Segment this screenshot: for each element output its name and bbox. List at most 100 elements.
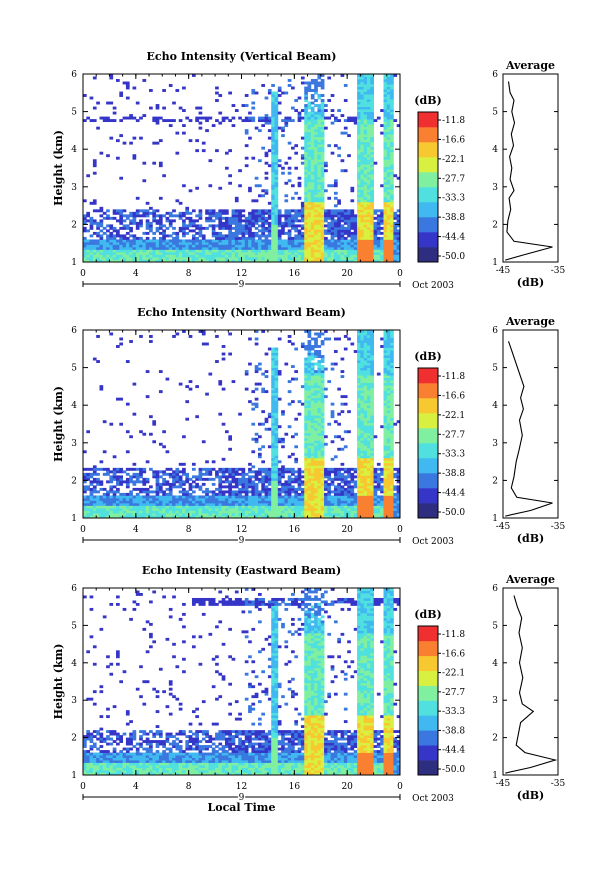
heatmap-cell <box>304 241 308 245</box>
heatmap-cell <box>244 104 249 107</box>
heatmap-cell <box>317 332 322 336</box>
heatmap-cell <box>390 96 394 100</box>
heatmap-cell <box>390 189 394 193</box>
heatmap-cell <box>386 101 391 105</box>
heatmap-cell <box>264 259 269 263</box>
heatmap-cell <box>314 507 318 511</box>
heatmap-cell <box>251 487 256 491</box>
heatmap-cell <box>347 515 351 519</box>
heatmap-cell <box>317 259 322 263</box>
heatmap-cell <box>231 209 236 213</box>
heatmap-cell <box>330 226 335 230</box>
heatmap-cell <box>360 214 365 218</box>
heatmap-cell <box>119 497 124 501</box>
heatmap-cell <box>149 239 153 243</box>
heatmap-cell <box>340 477 345 481</box>
heatmap-cell <box>271 432 275 436</box>
heatmap-cell <box>383 229 388 233</box>
heatmap-cell <box>158 249 163 253</box>
heatmap-cell <box>251 214 256 218</box>
heatmap-cell <box>215 246 219 250</box>
heatmap-cell <box>116 156 120 160</box>
heatmap-cell <box>396 229 401 233</box>
heatmap-cell <box>261 241 266 245</box>
heatmap-cell <box>274 470 279 474</box>
heatmap-cell <box>125 507 130 511</box>
heatmap-cell <box>234 492 239 496</box>
heatmap-cell <box>324 189 328 193</box>
heatmap-cell <box>314 447 318 451</box>
heatmap-cell <box>198 216 203 220</box>
heatmap-cell <box>125 231 130 235</box>
heatmap-cell <box>370 229 374 233</box>
heatmap-cell <box>370 196 374 200</box>
heatmap-cell <box>201 500 206 504</box>
heatmap-cell <box>307 475 312 479</box>
heatmap-cell <box>234 199 239 203</box>
heatmap-cell <box>172 249 176 253</box>
heatmap-cell <box>310 211 315 215</box>
heatmap-cell <box>304 201 308 205</box>
heatmap-cell <box>241 505 246 509</box>
heatmap-cell <box>261 510 266 514</box>
heatmap-cell <box>271 407 275 411</box>
heatmap-cell <box>201 332 206 336</box>
heatmap-cell <box>162 472 166 476</box>
heatmap-cell <box>205 500 209 504</box>
heatmap-cell <box>248 256 252 260</box>
heatmap-cell <box>142 231 147 235</box>
heatmap-cell <box>333 221 338 225</box>
heatmap-cell <box>274 352 279 356</box>
heatmap-cell <box>320 219 325 223</box>
heatmap-cell <box>149 226 153 230</box>
heatmap-cell <box>317 390 322 394</box>
heatmap-cell <box>386 176 391 180</box>
heatmap-cell <box>92 254 97 258</box>
heatmap-cell <box>261 259 266 263</box>
heatmap-cell <box>274 382 279 386</box>
heatmap-cell <box>317 427 322 431</box>
heatmap-cell <box>363 89 368 92</box>
heatmap-cell <box>231 467 236 471</box>
heatmap-cell <box>360 134 365 138</box>
heatmap-cell <box>119 492 124 496</box>
heatmap-cell <box>215 149 219 153</box>
heatmap-cell <box>145 512 150 516</box>
heatmap-cell <box>248 224 252 228</box>
heatmap-cell <box>284 254 289 258</box>
heatmap-cell <box>152 216 157 220</box>
heatmap-cell <box>234 510 239 514</box>
heatmap-cell <box>258 362 262 366</box>
heatmap-cell <box>228 510 232 514</box>
heatmap-cell <box>297 467 302 471</box>
heatmap-cell <box>158 370 163 374</box>
heatmap-cell <box>360 221 365 225</box>
heatmap-cell <box>307 507 312 511</box>
heatmap-cell <box>310 226 315 230</box>
heatmap-cell <box>168 234 173 238</box>
heatmap-cell <box>281 251 285 255</box>
heatmap-cell <box>168 219 173 223</box>
heatmap-cell <box>366 189 371 193</box>
heatmap-cell <box>92 480 97 484</box>
heatmap-cell <box>300 234 305 238</box>
heatmap-cell <box>291 224 295 228</box>
heatmap-cell <box>162 500 166 504</box>
heatmap-cell <box>300 515 305 519</box>
heatmap-cell <box>261 119 266 123</box>
heatmap-cell <box>135 254 140 258</box>
heatmap-cell <box>307 181 312 185</box>
heatmap-cell <box>307 482 312 486</box>
heatmap-cell <box>317 470 322 474</box>
heatmap-cell <box>254 231 259 235</box>
heatmap-cell <box>201 239 206 243</box>
heatmap-cell <box>195 515 199 519</box>
heatmap-cell <box>337 199 341 203</box>
heatmap-cell <box>307 141 312 145</box>
heatmap-cell <box>390 256 394 260</box>
heatmap-cell <box>149 490 153 494</box>
heatmap-cell <box>317 432 322 436</box>
heatmap-cell <box>310 201 315 205</box>
heatmap-cell <box>205 467 209 471</box>
heatmap-cell <box>155 254 160 258</box>
